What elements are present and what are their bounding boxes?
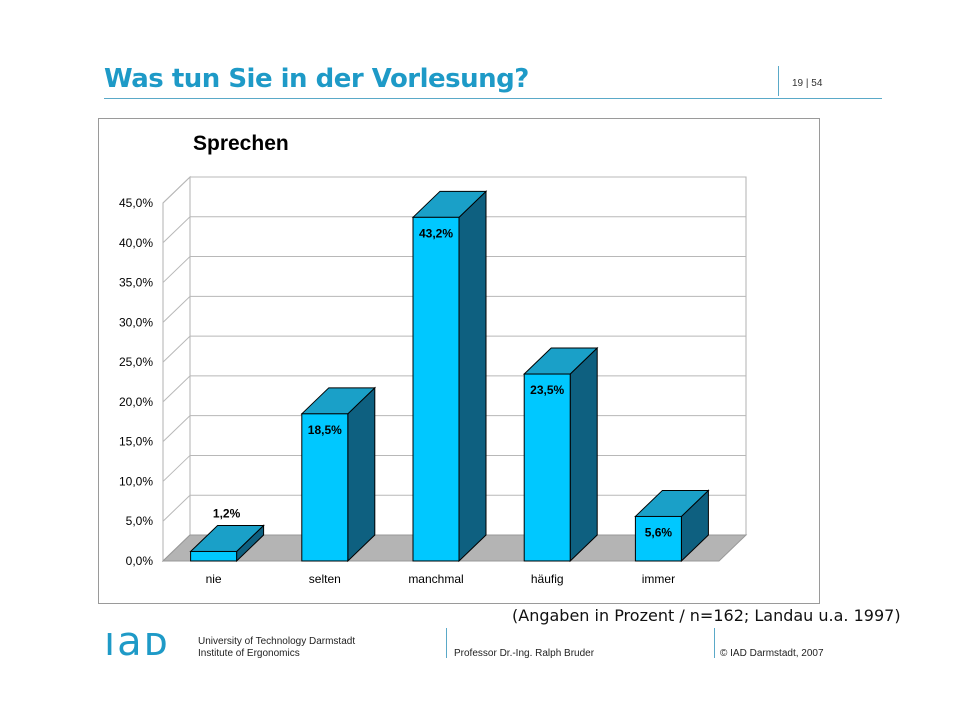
gridline (162, 335, 746, 363)
footer-copyright: © IAD Darmstadt, 2007 (720, 648, 824, 659)
y-tick-label: 30,0% (119, 315, 153, 329)
y-tick-label: 35,0% (119, 276, 153, 290)
bar-value-label: 23,5% (530, 383, 564, 397)
gridline (162, 295, 746, 323)
footer-professor: Professor Dr.-Ing. Ralph Bruder (454, 648, 595, 659)
bar-side (458, 190, 487, 563)
bar (634, 515, 682, 562)
bar (190, 550, 238, 562)
y-tick-label: 45,0% (119, 196, 153, 210)
page-number: 19 | 54 (792, 78, 823, 89)
bar (412, 216, 460, 562)
y-tick-label: 20,0% (119, 395, 153, 409)
gridline (162, 216, 746, 244)
x-tick-label: manchmal (408, 572, 463, 586)
y-tick-label: 40,0% (119, 236, 153, 250)
x-tick-label: nie (206, 572, 222, 586)
page-divider (778, 66, 779, 96)
bar-side (347, 386, 376, 563)
bar-chart: Sprechen 0,0% 5,0% 10,0% 15,0% 20,0% 25,0% 30,0… (119, 132, 748, 586)
bar-value-label: 43,2% (419, 226, 453, 240)
y-tick-label: 10,0% (119, 474, 153, 488)
institute-name: Institute of Ergonomics (198, 648, 300, 659)
y-tick-label: 5,0% (126, 514, 154, 528)
slide-title: Was tun Sie in der Vorlesung? (104, 64, 529, 94)
bar (301, 413, 349, 562)
y-tick-label: 25,0% (119, 355, 153, 369)
bar-value-label: 1,2% (213, 506, 241, 520)
gridline (162, 256, 746, 283)
x-tick-label: immer (642, 572, 675, 586)
chart-title: Sprechen (193, 132, 289, 155)
footer-divider-2 (714, 628, 715, 658)
y-tick-label: 0,0% (126, 554, 154, 568)
footer-divider-1 (446, 628, 447, 658)
iad-logo: ıaᴅ (104, 619, 170, 665)
footer-university: University of Technology Darmstadt Insti… (198, 636, 355, 660)
university-name: University of Technology Darmstadt (198, 636, 356, 647)
chart-frame: Sprechen 0,0% 5,0% 10,0% 15,0% 20,0% 25,0% 30,0… (98, 118, 820, 604)
gridline (162, 176, 746, 204)
source-note: (Angaben in Prozent / n=162; Landau u.a.… (512, 606, 901, 625)
title-rule (104, 98, 882, 99)
left-wall (162, 175, 191, 563)
bar-value-label: 18,5% (308, 423, 342, 437)
x-tick-label: häufig (531, 572, 564, 586)
y-tick-label: 15,0% (119, 435, 153, 449)
bar-side (569, 346, 598, 563)
bar (523, 373, 571, 562)
bar-value-label: 5,6% (645, 525, 673, 539)
x-tick-label: selten (309, 572, 341, 586)
